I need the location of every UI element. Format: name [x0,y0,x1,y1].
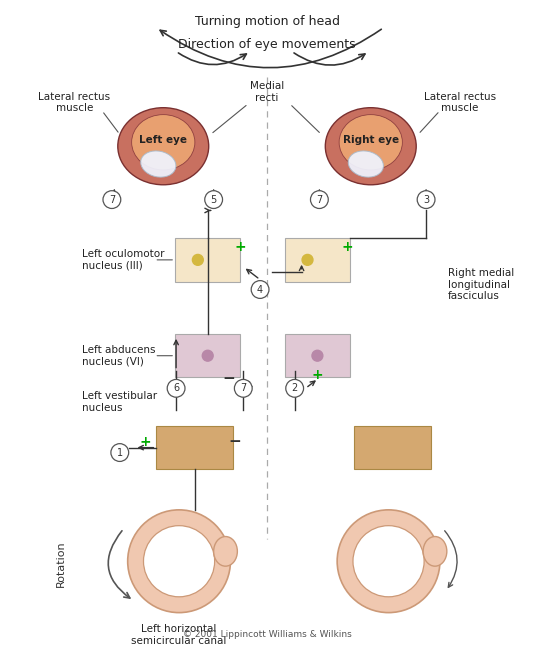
Text: Left abducens
nucleus (VI): Left abducens nucleus (VI) [82,345,156,367]
Text: Turning motion of head: Turning motion of head [195,15,340,28]
Text: © 2001 Lippincott Williams & Wilkins: © 2001 Lippincott Williams & Wilkins [182,630,351,640]
Text: 3: 3 [423,194,429,205]
FancyBboxPatch shape [175,238,240,281]
Circle shape [103,190,121,209]
Text: +: + [234,240,246,254]
FancyBboxPatch shape [175,334,240,378]
Text: Right medial
longitudinal
fasciculus: Right medial longitudinal fasciculus [448,268,514,301]
Circle shape [205,190,223,209]
Circle shape [128,510,231,612]
Text: Left horizontal
semicircular canal: Left horizontal semicircular canal [132,625,227,646]
FancyBboxPatch shape [285,238,350,281]
Text: 2: 2 [292,384,298,393]
Text: 7: 7 [316,194,323,205]
Circle shape [251,281,269,298]
Circle shape [202,350,213,361]
Ellipse shape [132,114,195,170]
FancyBboxPatch shape [285,334,350,378]
Text: −: − [222,371,235,386]
FancyArrowPatch shape [108,531,130,598]
Text: Lateral rectus
muscle: Lateral rectus muscle [39,92,110,114]
FancyBboxPatch shape [354,426,431,469]
Text: +: + [140,435,151,448]
Text: −: − [228,434,241,449]
Circle shape [312,350,323,361]
Text: Left oculomotor
nucleus (III): Left oculomotor nucleus (III) [82,249,165,270]
Text: 5: 5 [211,194,217,205]
Text: +: + [341,240,353,254]
FancyArrowPatch shape [178,53,246,64]
Circle shape [310,190,328,209]
Circle shape [143,526,215,597]
Text: Lateral rectus
muscle: Lateral rectus muscle [424,92,496,114]
Text: 6: 6 [173,384,179,393]
Circle shape [111,444,129,462]
Text: 7: 7 [109,194,115,205]
Ellipse shape [325,108,416,185]
Text: Left eye: Left eye [139,135,187,146]
FancyArrowPatch shape [294,53,365,65]
Ellipse shape [213,536,238,566]
Ellipse shape [141,151,176,177]
Text: +: + [311,369,323,382]
Text: Right eye: Right eye [343,135,399,146]
Text: 1: 1 [117,448,123,458]
Circle shape [167,380,185,397]
Text: Direction of eye movements: Direction of eye movements [178,38,356,51]
Circle shape [353,526,424,597]
Circle shape [302,254,313,265]
FancyArrowPatch shape [445,531,457,588]
Text: Rotation: Rotation [56,540,65,586]
Circle shape [286,380,303,397]
Circle shape [417,190,435,209]
Circle shape [234,380,252,397]
FancyBboxPatch shape [156,426,233,469]
Ellipse shape [118,108,209,185]
Ellipse shape [423,536,447,566]
Text: Medial
recti: Medial recti [250,81,284,103]
Circle shape [193,254,203,265]
Text: Left vestibular
nucleus: Left vestibular nucleus [82,391,157,413]
Ellipse shape [339,114,402,170]
Ellipse shape [348,151,384,177]
FancyArrowPatch shape [160,29,381,68]
Text: 4: 4 [257,285,263,294]
Circle shape [337,510,440,612]
Text: 7: 7 [240,384,247,393]
